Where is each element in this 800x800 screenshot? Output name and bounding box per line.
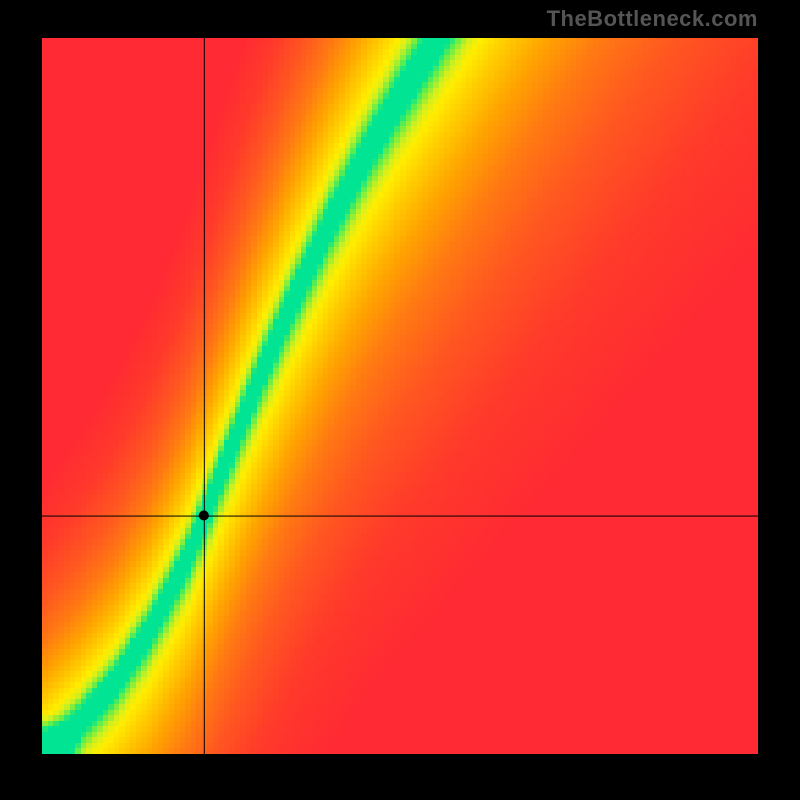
heatmap-plot [42, 38, 758, 754]
watermark-text: TheBottleneck.com [547, 6, 758, 32]
heatmap-canvas [42, 38, 758, 754]
